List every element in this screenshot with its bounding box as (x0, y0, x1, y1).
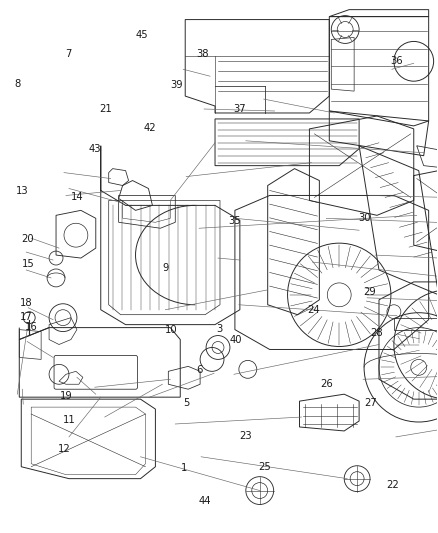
Text: 37: 37 (233, 104, 246, 114)
Text: 30: 30 (359, 213, 371, 223)
Text: 7: 7 (66, 49, 72, 59)
Text: 1: 1 (181, 463, 187, 473)
Text: 36: 36 (390, 56, 403, 66)
Text: 6: 6 (196, 365, 203, 375)
Text: 18: 18 (20, 297, 33, 308)
Text: 12: 12 (58, 444, 71, 454)
Text: 14: 14 (71, 191, 84, 201)
Text: 43: 43 (89, 144, 101, 154)
Text: 5: 5 (183, 398, 190, 408)
Text: 24: 24 (307, 305, 320, 315)
Text: 17: 17 (20, 312, 33, 322)
Text: 16: 16 (25, 322, 37, 333)
Text: 26: 26 (321, 379, 333, 389)
Text: 42: 42 (144, 123, 156, 133)
Text: 23: 23 (240, 431, 252, 441)
Text: 22: 22 (386, 480, 399, 490)
Text: 15: 15 (22, 259, 35, 269)
Text: 38: 38 (196, 49, 209, 59)
Text: 11: 11 (63, 415, 75, 425)
Text: 3: 3 (216, 324, 222, 334)
Text: 28: 28 (370, 328, 383, 338)
Text: 27: 27 (364, 398, 377, 408)
Text: 21: 21 (99, 104, 112, 114)
Text: 25: 25 (258, 462, 271, 472)
Text: 19: 19 (60, 391, 72, 401)
Text: 29: 29 (363, 287, 375, 297)
Text: 35: 35 (228, 216, 240, 227)
Text: 20: 20 (21, 234, 34, 244)
Text: 13: 13 (16, 187, 28, 196)
Text: 44: 44 (199, 496, 211, 506)
Text: 10: 10 (165, 325, 177, 335)
Text: 8: 8 (15, 79, 21, 89)
Text: 39: 39 (170, 80, 183, 91)
Text: 40: 40 (229, 335, 242, 345)
Text: 9: 9 (162, 263, 169, 272)
Text: 45: 45 (135, 29, 148, 39)
